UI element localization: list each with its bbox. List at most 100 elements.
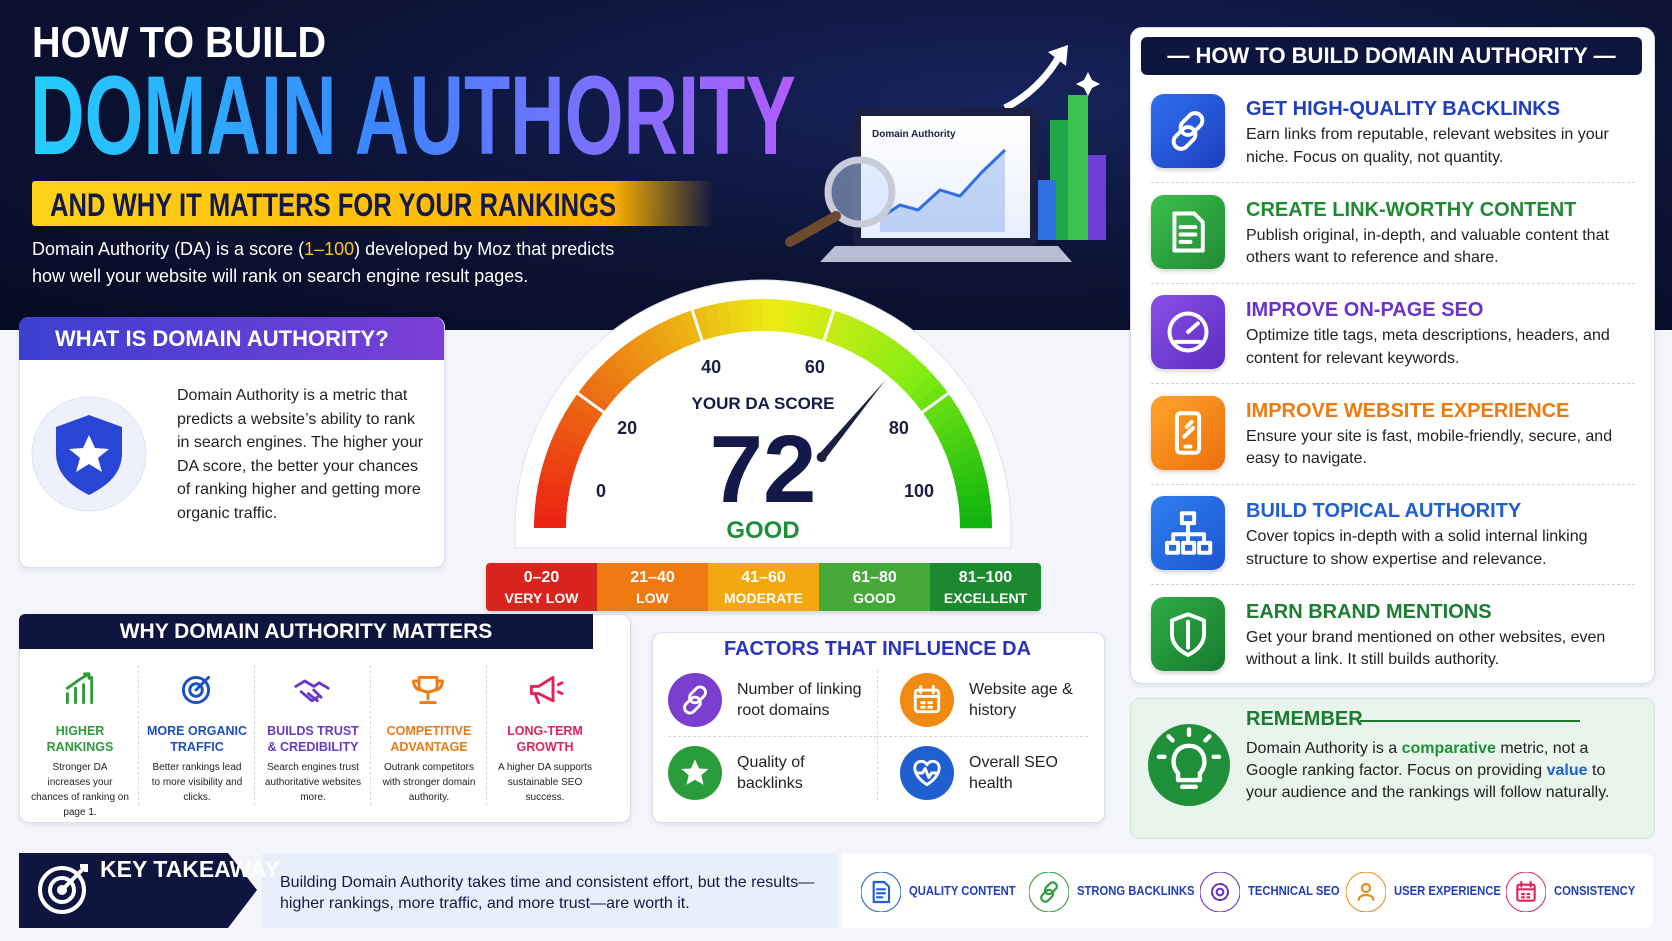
pillar-icon <box>1506 872 1546 912</box>
step-glyph <box>1169 611 1207 657</box>
step-icon <box>1151 496 1225 570</box>
decoration <box>1210 882 1230 902</box>
decoration <box>1357 882 1375 902</box>
scale-label: VERY LOW <box>504 590 579 606</box>
factors-card <box>652 632 1105 823</box>
tick-mark <box>919 391 951 415</box>
decoration <box>1171 125 1198 151</box>
step-title: CREATE LINK-WORTHY CONTENT <box>1246 198 1577 221</box>
step-title: EARN BRAND MENTIONS <box>1246 600 1492 623</box>
step-icon <box>1151 194 1225 269</box>
step-glyph <box>1172 211 1205 252</box>
gauge-arc <box>933 413 968 439</box>
gauge-arc <box>541 457 576 478</box>
gauge-arc <box>928 403 962 430</box>
decoration <box>1040 881 1058 903</box>
decoration <box>1156 727 1222 790</box>
decoration <box>668 673 722 727</box>
divider <box>1151 483 1635 485</box>
step-icon <box>1151 295 1225 369</box>
pillar-label: STRONG BACKLINKS <box>1077 884 1195 898</box>
decoration <box>412 675 444 705</box>
scale-label: GOOD <box>853 590 896 606</box>
steps-title-text: HOW TO BUILD DOMAIN AUTHORITY <box>1195 43 1588 68</box>
why-item: COMPETITIVE ADVANTAGE Outrank competitors… <box>370 665 487 805</box>
decoration <box>1171 111 1205 151</box>
gauge-arc <box>886 350 917 382</box>
decoration <box>38 866 86 914</box>
kicker: HOW TO BUILD <box>32 18 327 67</box>
gauge-arc <box>564 403 598 430</box>
description: Domain Authority (DA) is a score (1–100)… <box>32 236 647 290</box>
gauge-arc <box>535 491 569 508</box>
decoration <box>294 679 330 703</box>
why-item-title: HIGHER RANKINGS <box>46 724 114 754</box>
bulb-icon <box>1148 724 1230 806</box>
score-label: YOUR DA SCORE <box>692 394 835 413</box>
step-text: Optimize title tags, meta descriptions, … <box>1246 327 1610 367</box>
gauge-arc <box>536 480 571 498</box>
decoration <box>1167 311 1209 353</box>
why-icon <box>65 672 94 705</box>
gauge-arc <box>959 516 992 529</box>
gauge-arc <box>601 357 632 389</box>
decoration <box>57 885 67 895</box>
decoration <box>1169 611 1207 657</box>
decoration <box>913 685 941 714</box>
scale-label: MODERATE <box>723 590 804 606</box>
decoration <box>913 759 941 787</box>
why-item-title: MORE ORGANIC TRAFFIC <box>147 724 247 754</box>
decoration <box>1167 311 1209 353</box>
step-title: GET HIGH-QUALITY BACKLINKS <box>1246 98 1561 120</box>
description-text: Domain Authority (DA) is a score ( <box>32 239 305 259</box>
step-icon <box>1151 94 1225 168</box>
scale-label: EXCELLENT <box>943 590 1028 606</box>
decoration <box>1165 511 1213 555</box>
gauge-arc <box>592 365 624 397</box>
decoration <box>1215 887 1225 897</box>
gauge-arc <box>545 445 580 468</box>
step-glyph <box>1165 511 1213 555</box>
decoration <box>65 672 94 705</box>
divider <box>877 670 878 800</box>
pillar-label: CONSISTENCY <box>1554 884 1636 898</box>
scale-segment: 41–60 MODERATE <box>708 563 819 611</box>
takeaway-text-box <box>262 853 838 928</box>
decoration <box>1156 727 1222 790</box>
why-icon <box>181 675 211 705</box>
text: Domain Authority is a <box>1246 740 1402 757</box>
gauge-arc <box>894 357 926 389</box>
tick-label: 100 <box>904 481 934 501</box>
text: to your audience and the rankings will f… <box>1246 762 1610 801</box>
decoration <box>913 685 941 714</box>
gauge-arc <box>922 393 956 421</box>
gauge-arc <box>916 383 949 413</box>
main-title: DOMAIN AUTHORITY <box>30 53 796 178</box>
decoration <box>1360 882 1372 894</box>
why-icon <box>529 675 564 705</box>
description-highlight: 1–100 <box>304 239 355 259</box>
gauge-arc <box>585 374 617 405</box>
decoration <box>1148 724 1230 806</box>
why-item: LONG-TERM GROWTH A higher DA supports sus… <box>486 665 603 805</box>
factor-icon <box>900 746 954 800</box>
takeaway-text: Building Domain Authority takes time and… <box>280 874 815 912</box>
why-item: BUILDS TRUST & CREDIBILITY Search engines… <box>254 665 371 805</box>
remember-text: Domain Authority is a comparative metric… <box>1246 738 1636 804</box>
decoration <box>65 672 94 705</box>
gauge-arc <box>534 515 567 528</box>
decoration <box>1506 872 1546 912</box>
step-title: BUILD TOPICAL AUTHORITY <box>1246 500 1522 522</box>
scale-segment: 81–100 EXCELLENT <box>930 563 1041 611</box>
pillar-icon <box>1200 872 1240 912</box>
gauge-arc <box>638 329 665 363</box>
step-text: Cover topics in-depth with a solid inter… <box>1246 528 1588 568</box>
gauge-arc <box>938 424 973 449</box>
decoration <box>1171 111 1205 151</box>
gauge-arc <box>942 434 977 458</box>
gauge-arc <box>553 423 588 448</box>
decoration <box>1156 727 1222 790</box>
why-item-text: Better rankings lead to more visibility … <box>151 762 243 803</box>
tick-label: 80 <box>889 418 909 438</box>
